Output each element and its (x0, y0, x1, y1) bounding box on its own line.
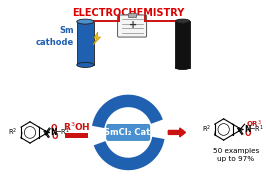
Text: R$^2$: R$^2$ (9, 127, 18, 138)
Text: R$^2$: R$^2$ (202, 124, 211, 135)
Bar (176, 21, 190, 67)
Bar (77, 22, 94, 65)
Text: O: O (50, 123, 57, 132)
Text: +: + (129, 20, 137, 30)
Text: Sm
cathode: Sm cathode (36, 26, 74, 47)
Text: $-$R$^1$: $-$R$^1$ (249, 124, 263, 135)
Text: O: O (51, 132, 58, 141)
FancyArrow shape (168, 128, 185, 137)
Ellipse shape (176, 19, 190, 23)
Text: SmCl₂ Cat.: SmCl₂ Cat. (103, 128, 153, 137)
FancyBboxPatch shape (118, 15, 147, 37)
Text: O: O (245, 129, 251, 138)
Text: N: N (50, 128, 57, 137)
Text: R$^3$OH: R$^3$OH (63, 120, 91, 133)
Bar (65, 133, 88, 138)
Ellipse shape (77, 19, 94, 24)
Bar (128, 13, 136, 17)
Ellipse shape (77, 63, 94, 67)
Ellipse shape (176, 65, 190, 70)
Text: $-$R$^1$: $-$R$^1$ (55, 127, 70, 138)
Text: N: N (244, 125, 250, 134)
Text: OR$^3$: OR$^3$ (246, 119, 262, 130)
Polygon shape (93, 32, 101, 45)
Text: 50 examples
up to 97%: 50 examples up to 97% (213, 148, 259, 162)
Text: ELECTROCHEMISTRY: ELECTROCHEMISTRY (72, 8, 184, 18)
FancyBboxPatch shape (107, 125, 150, 140)
